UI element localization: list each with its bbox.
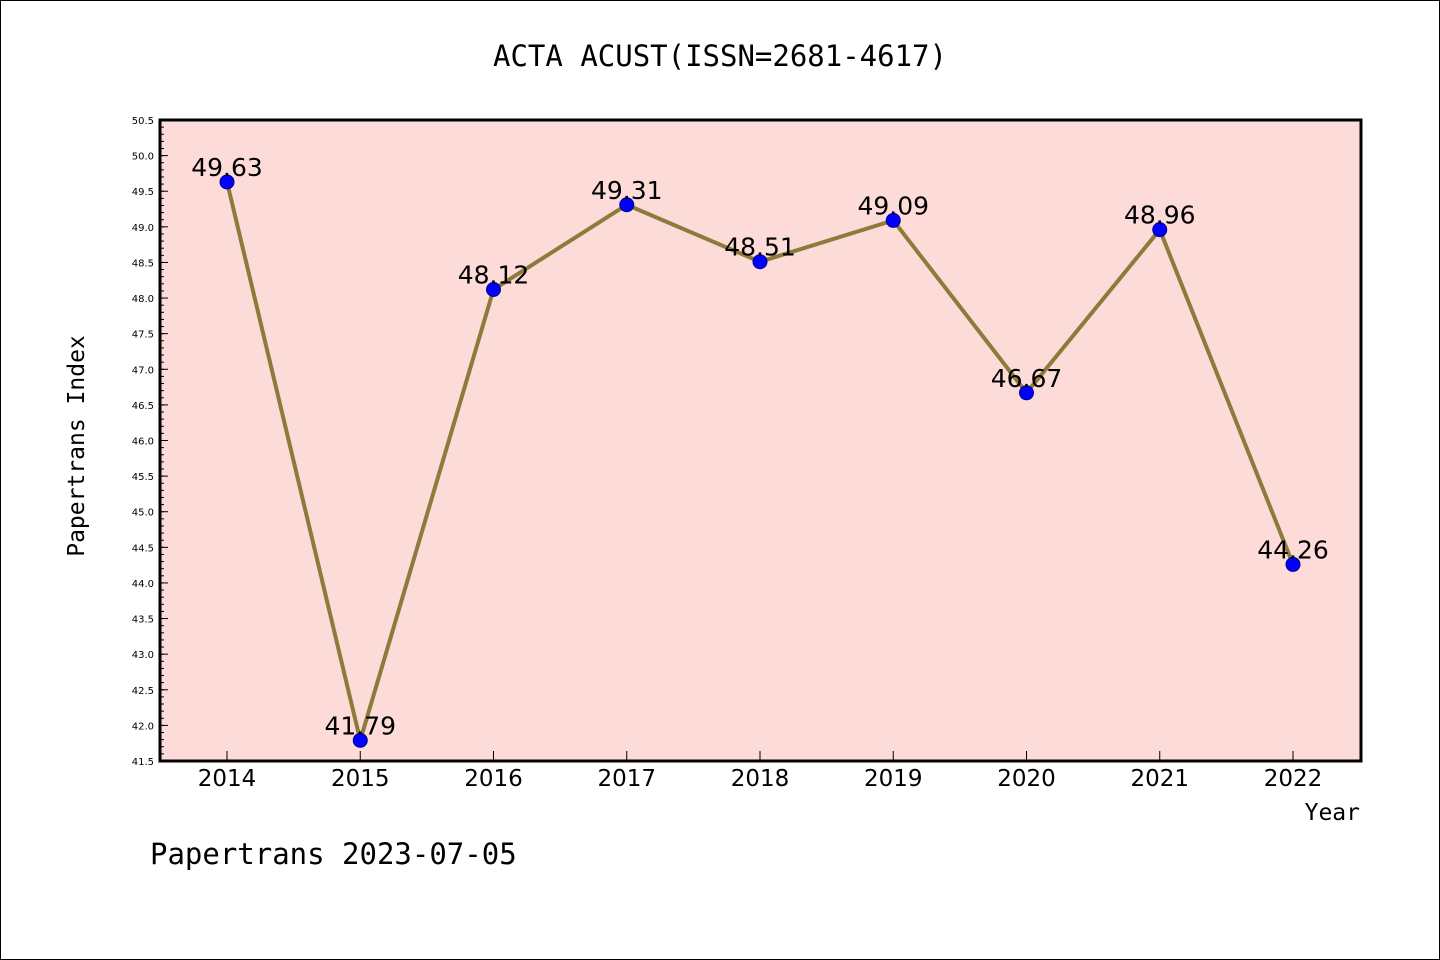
y-tick-label: 42.5 [132, 686, 154, 697]
y-tick-label: 48.0 [132, 294, 154, 305]
x-tick-label: 2015 [331, 766, 390, 792]
data-label: 49.09 [857, 191, 929, 220]
data-point [619, 197, 635, 213]
data-label: 48.51 [724, 233, 796, 262]
y-tick-label: 43.0 [132, 650, 154, 661]
data-label: 41.79 [324, 711, 396, 740]
y-axis: 41.5 42.0 42.5 43.0 43.5 44.0 44.5 45.0 45.5 46.0… [132, 116, 168, 768]
y-tick-label: 44.5 [132, 543, 154, 554]
y-tick-label: 46.5 [132, 401, 154, 412]
y-tick-label: 41.5 [132, 757, 154, 768]
x-tick-label: 2018 [731, 766, 790, 792]
data-point [885, 212, 901, 228]
y-tick-label: 42.0 [132, 721, 154, 732]
series-group [219, 174, 1301, 748]
x-axis-label: Year [1305, 800, 1360, 826]
y-tick-label: 43.5 [132, 615, 154, 626]
y-tick-label: 44.0 [132, 579, 154, 590]
x-tick-label: 2020 [997, 766, 1056, 792]
x-axis: 2014 2015 2016 2017 2018 2019 2020 2021 2022 [198, 751, 1323, 792]
data-point [486, 282, 501, 298]
chart-title: ACTA ACUST(ISSN=2681-4617) [493, 39, 947, 73]
y-tick-label: 48.5 [132, 258, 154, 269]
data-label: 44.26 [1257, 535, 1329, 564]
data-label: 48.12 [458, 261, 530, 290]
data-label: 49.63 [191, 153, 263, 182]
y-tick-label: 49.0 [132, 223, 154, 234]
data-labels: 49.63 41.79 48.12 49.31 48.51 49.09 46.67 48.96… [191, 153, 1329, 740]
x-tick-label: 2017 [597, 766, 656, 792]
y-tick-label: 45.0 [132, 508, 154, 519]
data-point [1152, 222, 1168, 238]
x-tick-label: 2022 [1264, 766, 1323, 792]
data-point [752, 254, 768, 270]
y-tick-label: 50.0 [132, 152, 154, 163]
x-tick-label: 2014 [198, 766, 257, 792]
x-tick-label: 2021 [1130, 766, 1189, 792]
y-tick-label: 47.0 [132, 365, 154, 376]
watermark-text: Papertrans 2023-07-05 [150, 837, 517, 871]
data-label: 49.31 [591, 176, 663, 205]
data-label: 46.67 [991, 364, 1063, 393]
y-tick-label: 45.5 [132, 472, 154, 483]
data-label: 48.96 [1124, 201, 1196, 230]
data-point [219, 174, 235, 190]
x-tick-label: 2019 [864, 766, 923, 792]
data-point [1019, 385, 1034, 401]
y-tick-label: 46.0 [132, 437, 154, 448]
data-point [352, 732, 368, 748]
y-tick-label: 50.5 [132, 116, 154, 127]
data-point [1285, 556, 1301, 572]
y-tick-label: 49.5 [132, 187, 154, 198]
y-axis-label: Papertrans Index [64, 335, 90, 557]
y-tick-label: 47.5 [132, 330, 154, 341]
x-tick-label: 2016 [464, 766, 523, 792]
